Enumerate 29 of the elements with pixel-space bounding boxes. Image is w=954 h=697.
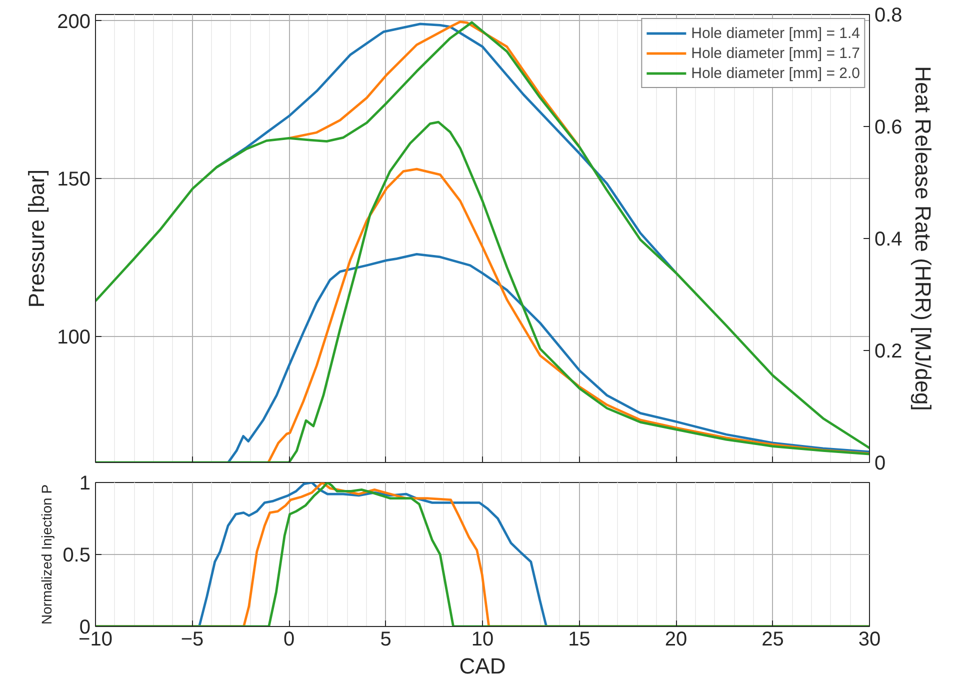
- x-axis-title: CAD: [459, 654, 506, 678]
- x-tick-label: 15: [568, 628, 590, 650]
- x-tick-label: 10: [471, 628, 494, 650]
- y2-tick-label: 0.2: [874, 340, 902, 362]
- y2-tick-label: 0.4: [874, 228, 902, 250]
- y-tick-label: 100: [57, 326, 91, 348]
- line-series: [288, 20, 581, 148]
- line-series: [96, 21, 870, 450]
- y-tick-label: 150: [57, 168, 91, 191]
- x-tick-label: 0: [283, 628, 295, 650]
- x-tick-label: 30: [858, 628, 881, 650]
- y-tick-label: 1: [79, 472, 90, 494]
- x-tick-label: 25: [762, 628, 784, 650]
- legend-label: Hole diameter [mm] = 1.7: [691, 44, 860, 62]
- y2-tick-label: 0.8: [874, 4, 902, 26]
- legend-label: Hole diameter [mm] = 1.4: [691, 24, 860, 42]
- x-tick-label: 5: [380, 628, 392, 650]
- y2-tick-label: 0: [874, 452, 886, 474]
- x-tick-label: −5: [180, 628, 204, 650]
- line-series: [227, 252, 870, 462]
- y2-tick-label: 0.6: [874, 116, 902, 138]
- legend-label: Hole diameter [mm] = 2.0: [691, 64, 860, 82]
- y-tick-label: 200: [57, 10, 91, 33]
- y-axis-title: Pressure [bar]: [24, 169, 50, 308]
- x-tick-label: 20: [664, 628, 688, 650]
- y2-axis-title: Heat Release Rate (HRR) [MJ/deg]: [910, 66, 936, 411]
- line-series: [267, 168, 870, 462]
- y-axis-title: Normalized Injection P: [38, 484, 55, 625]
- y-tick-label: 0.5: [62, 544, 91, 566]
